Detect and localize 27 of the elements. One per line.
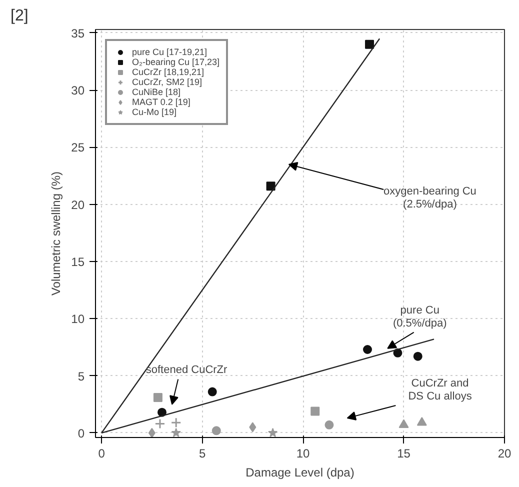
legend-label: O₂-bearing Cu [17,23] <box>132 57 220 67</box>
annotation: pure Cu (0.5%/dpa) <box>392 304 447 330</box>
y-tick-label: 30 <box>71 84 85 98</box>
legend-label: pure Cu [17-19,21] <box>132 47 208 57</box>
y-tick-label: 15 <box>71 255 85 269</box>
x-tick-label: 0 <box>98 446 106 460</box>
y-tick-label: 25 <box>71 140 85 155</box>
annotation: softened CuCrZr <box>146 364 228 376</box>
x-tick-label: 15 <box>397 446 411 460</box>
y-tick-label: 35 <box>71 26 85 40</box>
legend-label: CuCrZr, SM2 [19] <box>132 77 202 87</box>
y-tick-label: 20 <box>71 198 85 212</box>
x-axis-title: Damage Level (dpa) <box>246 466 354 480</box>
y-tick-label: 5 <box>78 369 85 384</box>
legend-label: MAGT 0.2 [19] <box>132 97 190 107</box>
legend-label: CuNiBe [18] <box>132 87 181 97</box>
x-tick-label: 10 <box>296 446 310 460</box>
y-tick-label: 0 <box>78 426 85 440</box>
text: [2] <box>10 8 28 24</box>
legend-label: Cu-Mo [19] <box>132 107 177 117</box>
x-tick-label: 5 <box>198 446 206 460</box>
legend-label: CuCrZr [18,19,21] <box>132 67 204 77</box>
annotation: oxygen-bearing Cu (2.5%/dpa) <box>383 186 476 210</box>
y-tick-label: 10 <box>71 312 85 326</box>
y-axis-title: Volumetric swelling (%) <box>49 171 64 296</box>
x-tick-label: 20 <box>498 446 512 460</box>
annotation: CuCrZr and DS Cu alloys <box>408 378 472 402</box>
